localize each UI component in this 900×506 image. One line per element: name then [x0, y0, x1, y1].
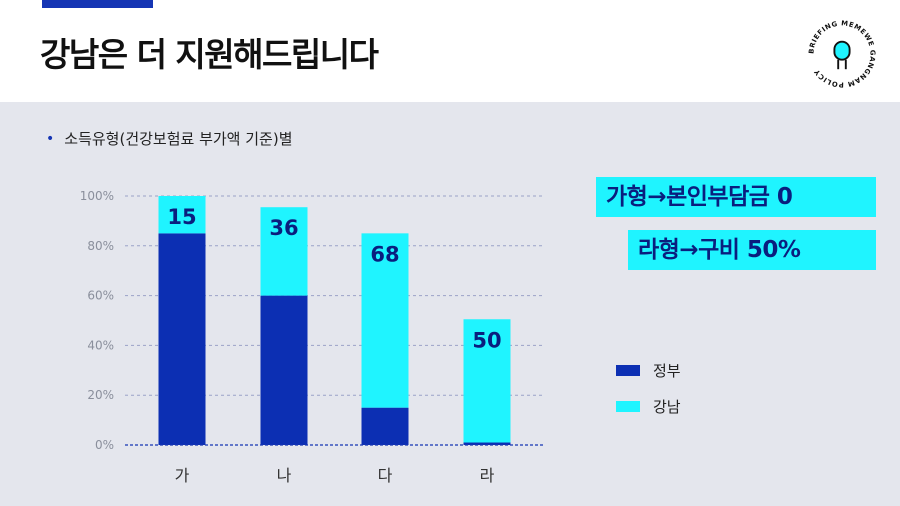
top-accent-bar: [42, 0, 153, 8]
bullet-icon: •: [46, 130, 55, 147]
legend-swatch-gangnam: [616, 400, 640, 412]
bar-gangnam: [158, 196, 206, 234]
legend-swatch-government: [616, 364, 640, 376]
y-tick-label: 40%: [87, 338, 114, 352]
chart-legend: 정부 강남: [616, 352, 681, 424]
y-tick-label: 100%: [80, 189, 114, 203]
y-tick-label: 0%: [95, 438, 114, 452]
chart-subtitle: 소득유형(건강보험료 부가액 기준)별: [64, 130, 293, 148]
content-panel: [0, 102, 900, 506]
page-title: 강남은 더 지원해드립니다: [40, 35, 379, 74]
x-category-label: 라: [480, 466, 495, 485]
bar-data-label: 50: [472, 328, 501, 352]
chart-subtitle-row: • 소득유형(건강보험료 부가액 기준)별: [46, 128, 293, 149]
briefing-badge: BRIEFING MEMEWE GANGNAM POLICY: [806, 18, 878, 90]
bar-gangnam: [361, 233, 409, 408]
bar-gangnam: [260, 207, 308, 296]
callout-type-ga: 가형→본인부담금 0: [596, 177, 876, 217]
bar-government: [260, 295, 308, 445]
microphone-icon: [833, 40, 851, 70]
bar-data-label: 36: [269, 216, 298, 240]
y-tick-label: 60%: [87, 289, 114, 303]
y-tick-label: 80%: [87, 239, 114, 253]
legend-label-government: 정부: [653, 361, 681, 380]
legend-item-government: 정부: [616, 352, 681, 388]
x-category-label: 가: [175, 466, 190, 485]
bar-gangnam: [463, 319, 511, 443]
bar-data-label: 68: [370, 242, 399, 266]
x-category-label: 다: [378, 466, 393, 485]
y-tick-label: 20%: [87, 388, 114, 402]
bar-government: [158, 233, 206, 445]
legend-item-gangnam: 강남: [616, 388, 681, 424]
bar-government: [361, 407, 409, 445]
callout-type-ra: 라형→구비 50%: [628, 230, 876, 270]
legend-label-gangnam: 강남: [653, 397, 681, 416]
bar-data-label: 15: [167, 205, 196, 229]
x-category-label: 나: [277, 466, 292, 485]
bar-government: [463, 442, 511, 445]
